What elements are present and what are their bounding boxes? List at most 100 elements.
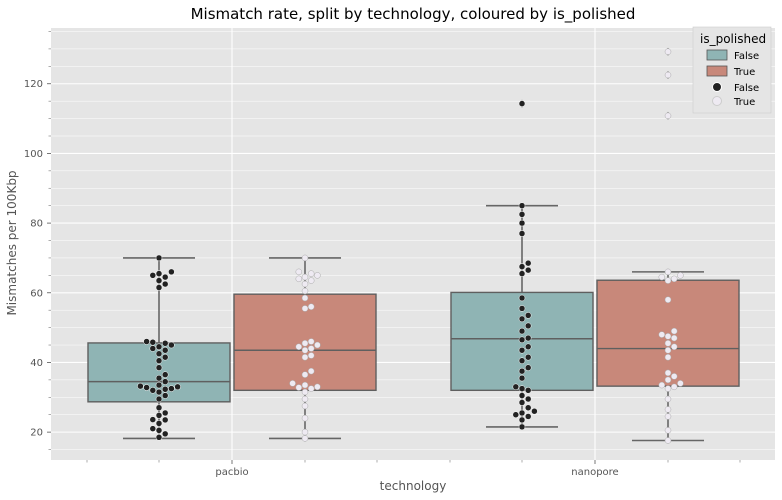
point-true <box>670 327 678 335</box>
point-true <box>307 338 315 345</box>
point-false <box>149 338 157 346</box>
point-true <box>664 347 672 354</box>
point-false <box>524 364 532 371</box>
point-true <box>301 347 309 354</box>
point-false <box>524 387 532 394</box>
point-false <box>155 388 163 396</box>
y-axis: 20 40 60 80 100 120 <box>24 31 51 450</box>
point-true <box>307 367 315 375</box>
point-false <box>518 385 526 392</box>
point-true <box>670 373 678 380</box>
point-true <box>301 402 309 410</box>
point-false <box>155 254 163 262</box>
point-true <box>664 413 672 420</box>
point-false <box>518 357 526 364</box>
y-tick-label: 100 <box>24 149 43 160</box>
point-true <box>301 287 309 295</box>
point-false <box>518 327 526 335</box>
point-false <box>518 202 526 209</box>
y-axis-label: Mismatches per 100Kbp <box>5 170 19 315</box>
point-false <box>155 395 163 403</box>
point-true <box>664 376 672 384</box>
point-false <box>161 378 169 385</box>
point-false <box>518 399 526 406</box>
x-axis: pacbio nanopore <box>86 460 741 478</box>
point-false <box>155 374 163 382</box>
legend-swatch-box-true <box>706 65 728 77</box>
point-true <box>307 303 315 310</box>
point-true <box>664 71 672 79</box>
point-true <box>301 395 309 403</box>
y-tick-label: 80 <box>30 219 43 230</box>
point-true <box>658 331 666 338</box>
point-false <box>155 427 163 434</box>
point-true <box>664 48 672 55</box>
point-true <box>307 352 315 359</box>
point-false <box>168 341 175 349</box>
legend-marker-point-true <box>712 96 722 106</box>
point-true <box>314 383 321 391</box>
x-tick-label: nanopore <box>571 467 618 478</box>
point-false <box>174 383 181 391</box>
swarm-points <box>137 48 684 444</box>
x-axis-label: technology <box>380 479 447 493</box>
point-false <box>155 434 163 441</box>
y-tick-label: 60 <box>30 288 43 299</box>
point-false <box>518 416 526 424</box>
point-false <box>155 412 163 419</box>
point-false <box>149 272 157 279</box>
point-false <box>161 371 169 378</box>
point-true <box>664 427 672 434</box>
point-false <box>161 392 169 399</box>
point-true <box>307 270 315 277</box>
point-false <box>137 382 144 390</box>
chart-title: Mismatch rate, split by technology, colo… <box>191 5 636 24</box>
point-false <box>168 268 175 276</box>
point-true <box>677 380 684 387</box>
point-false <box>518 409 526 417</box>
point-true <box>664 369 672 377</box>
point-true <box>664 353 672 361</box>
point-false <box>518 219 526 227</box>
point-false <box>161 409 169 417</box>
point-false <box>149 345 157 352</box>
point-false <box>518 423 526 431</box>
point-false <box>155 350 163 357</box>
point-true <box>314 341 321 349</box>
point-true <box>301 371 309 378</box>
y-tick-label: 20 <box>30 428 43 439</box>
point-true <box>664 340 672 347</box>
point-false <box>518 270 526 277</box>
point-false <box>155 364 163 371</box>
point-false <box>161 353 169 361</box>
point-false <box>518 263 526 270</box>
point-true <box>664 406 672 413</box>
point-false <box>518 315 526 323</box>
point-true <box>301 280 309 288</box>
point-true <box>664 112 672 120</box>
point-false <box>518 374 526 382</box>
legend-label-point-false: False <box>734 83 759 94</box>
point-false <box>143 338 150 345</box>
point-true <box>670 343 678 351</box>
point-false <box>518 347 526 354</box>
point-true <box>295 275 303 283</box>
point-false <box>524 322 532 330</box>
y-tick-label: 120 <box>24 79 43 90</box>
grid <box>51 28 775 460</box>
point-true <box>295 343 303 351</box>
point-false <box>155 381 163 389</box>
point-true <box>664 395 672 403</box>
point-false <box>161 416 169 424</box>
point-true <box>301 273 309 281</box>
legend-label-box-true: True <box>733 67 755 78</box>
point-false <box>161 347 169 354</box>
point-false <box>149 425 157 432</box>
point-true <box>670 334 678 342</box>
point-false <box>518 392 526 399</box>
point-true <box>664 296 672 303</box>
point-false <box>161 273 169 281</box>
point-true <box>301 414 309 422</box>
point-false <box>524 312 532 319</box>
point-true <box>295 384 303 391</box>
